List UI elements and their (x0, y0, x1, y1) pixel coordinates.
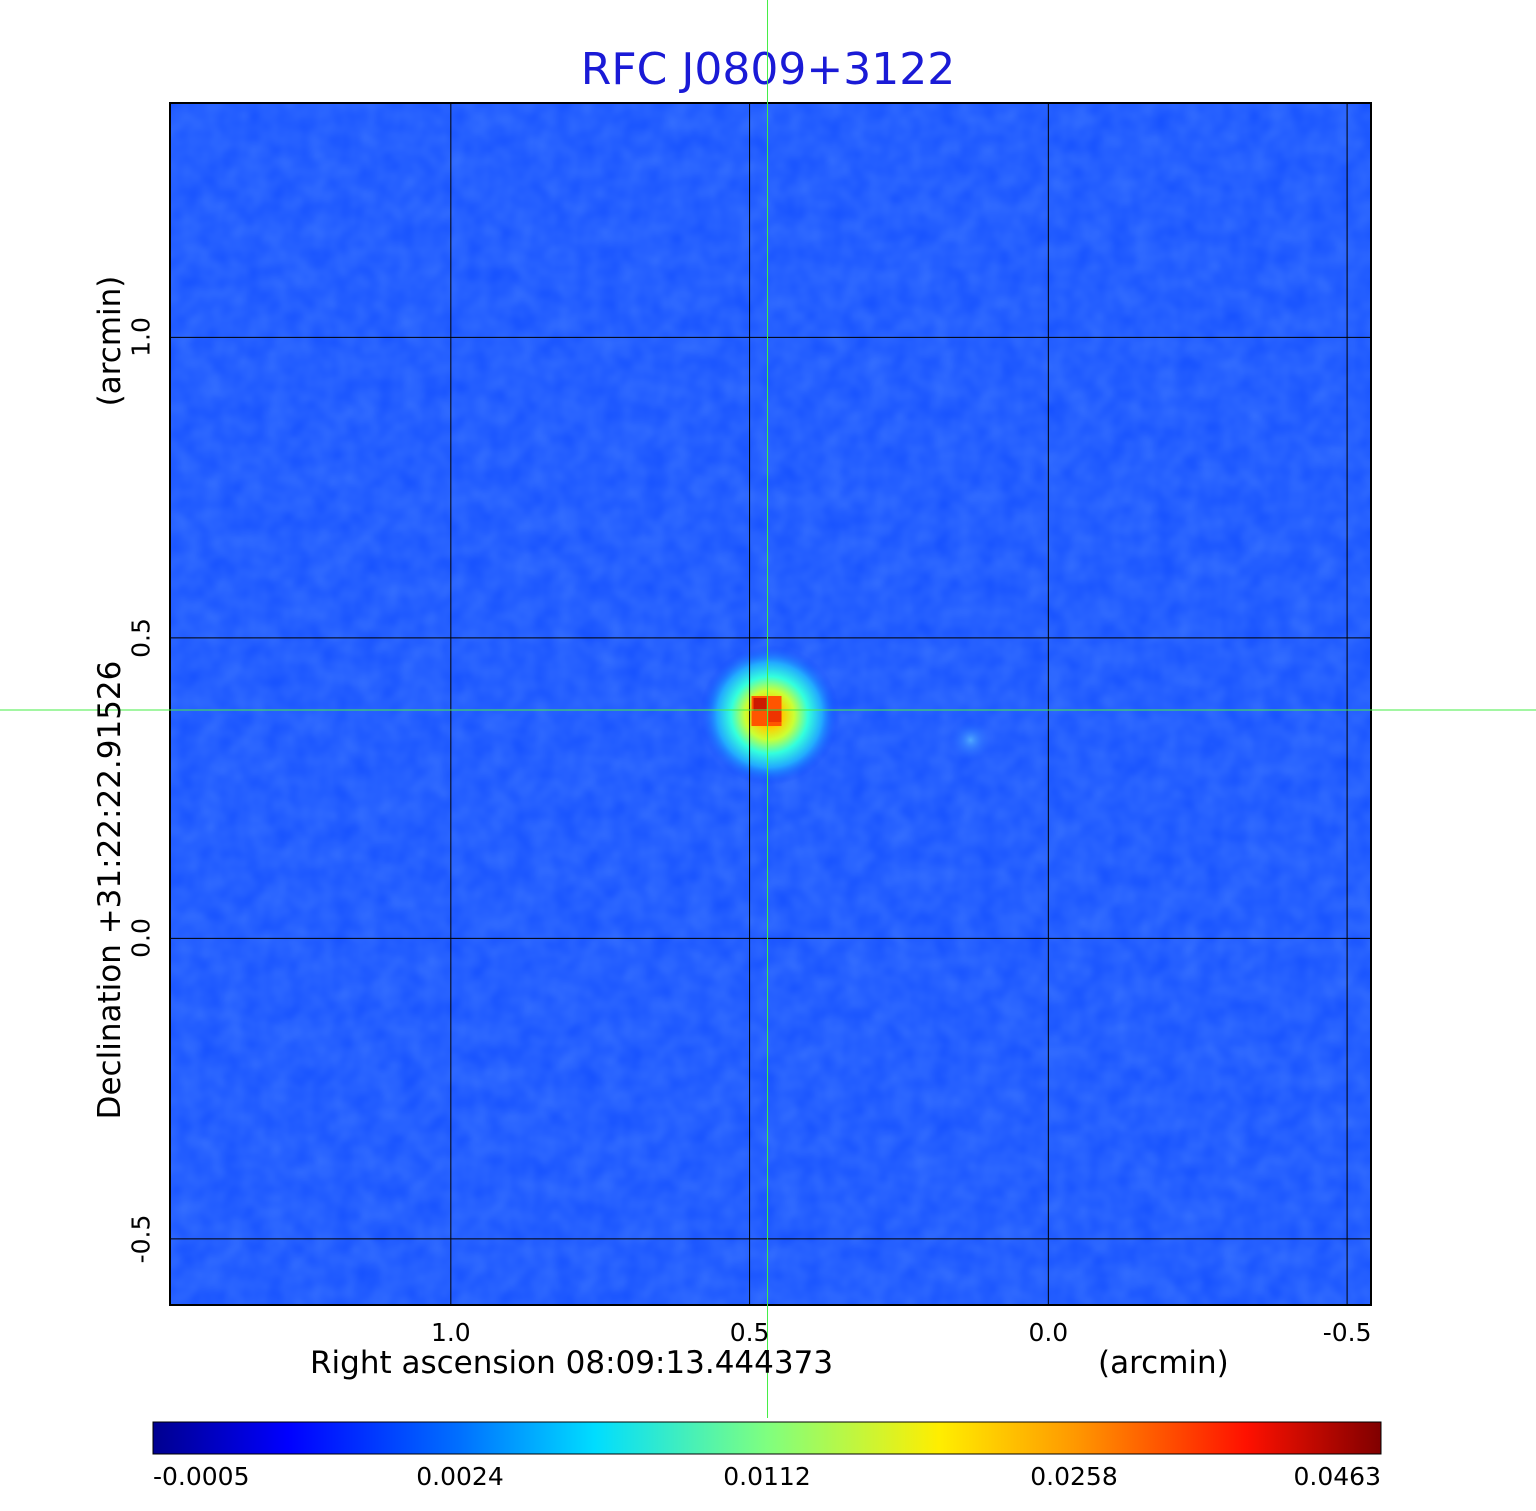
x-axis-unit: (arcmin) (1098, 1345, 1229, 1381)
crosshair (0, 0, 1536, 1418)
x-tick-label: -0.5 (1322, 1318, 1372, 1347)
source-peak-pixel (768, 709, 782, 723)
x-tick-label: 0.5 (729, 1318, 770, 1347)
colorbar-tick-label: 0.0258 (1030, 1462, 1118, 1491)
source-secondary (948, 718, 993, 763)
x-tick-label: 1.0 (430, 1318, 471, 1347)
y-axis-unit: (arcmin) (92, 275, 128, 407)
intensity-map (169, 102, 1372, 1306)
y-tick-label: -0.5 (126, 1214, 156, 1264)
y-tick-label: 0.5 (126, 617, 156, 658)
colorbar-tick-label: 0.0463 (1293, 1462, 1381, 1491)
y-tick-label: 1.0 (126, 317, 156, 358)
y-tick-label: 0.0 (126, 918, 156, 959)
colorbar (152, 1421, 1382, 1455)
source-peak-pixel (753, 698, 767, 712)
y-axis-label: Declination +31:22:22.91526 (92, 660, 128, 1120)
colorbar-tick-label: 0.0024 (416, 1462, 504, 1491)
colorbar-tick-label: -0.0005 (153, 1462, 250, 1491)
grid-lines (170, 103, 1371, 1305)
x-axis-label: Right ascension 08:09:13.444373 (310, 1345, 834, 1381)
colorbar-tick-label: 0.0112 (723, 1462, 811, 1491)
x-tick-label: 0.0 (1028, 1318, 1069, 1347)
plot-frame (169, 102, 1372, 1306)
